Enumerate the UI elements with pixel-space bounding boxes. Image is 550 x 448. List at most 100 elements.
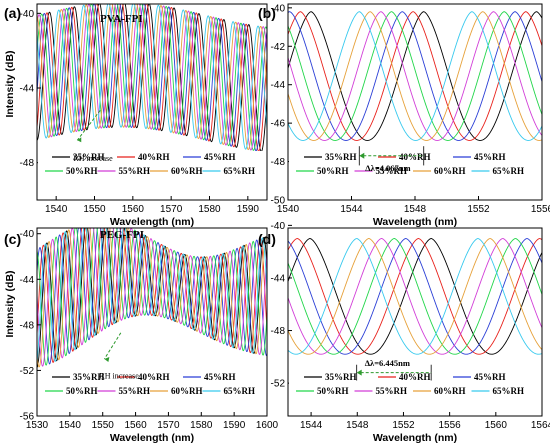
x-tick-label: 1544: [340, 204, 363, 215]
legend-entry-45: 45%RH: [204, 372, 236, 382]
y-tick-label: -40: [271, 3, 286, 14]
x-tick-label: 1560: [122, 204, 145, 215]
y-tick-label: -50: [271, 196, 286, 207]
x-tick-label: 1556: [531, 204, 550, 215]
legend: 35%RH 40%RH 45%RH 50%RH 55%RH 60%RH 65%RH: [38, 151, 266, 181]
y-tick-label: -44: [20, 84, 35, 95]
legend-entry-35: 35%RH: [73, 152, 105, 162]
y-tick-label: -48: [271, 157, 286, 168]
y-tick-label: -42: [271, 42, 286, 53]
legend-entry-50: 50%RH: [317, 166, 349, 176]
panel-title: PEG-FPI: [100, 229, 144, 241]
x-tick-label: 1580: [190, 420, 213, 431]
y-axis-label: Intensity (dB): [4, 50, 16, 117]
x-tick-label: 1590: [237, 204, 260, 215]
x-axis-label: Wavelength (nm): [373, 216, 457, 228]
series-line-60: [288, 238, 542, 355]
x-tick-label: 1540: [277, 204, 300, 215]
x-tick-label: 1590: [223, 420, 246, 431]
x-tick-label: 1570: [157, 420, 180, 431]
x-tick-label: 1556: [439, 420, 462, 431]
legend-entry-50: 50%RH: [66, 166, 98, 176]
annotation-text: RH increase: [99, 371, 139, 380]
panel-label: (b): [258, 5, 276, 21]
panel-label: (c): [4, 231, 21, 247]
y-tick-label: -44: [271, 273, 286, 284]
shift-arrow-head: [359, 152, 365, 159]
x-tick-label: 1540: [45, 204, 68, 215]
x-tick-label: 1570: [160, 204, 183, 215]
legend: 35%RH 40%RH 45%RH 50%RH 55%RH 60%RH 65%RH: [38, 371, 266, 401]
legend-entry-40: 40%RH: [399, 152, 431, 162]
legend-entry-55: 55%RH: [119, 386, 151, 396]
legend-entry-40: 40%RH: [138, 152, 170, 162]
series-line-60: [37, 4, 267, 151]
x-tick-label: 1564: [531, 420, 550, 431]
x-tick-label: 1544: [300, 420, 323, 431]
y-tick-label: -48: [20, 320, 35, 331]
y-tick-label: -40: [20, 229, 35, 240]
x-tick-label: 1600: [256, 420, 279, 431]
y-axis-label: Intensity (dB): [4, 270, 16, 337]
axes-frame: [287, 227, 543, 417]
y-tick-label: -48: [20, 158, 35, 169]
panel-label: (d): [258, 231, 276, 247]
y-tick-label: -52: [20, 366, 35, 377]
annotation-text: RH increase: [73, 154, 113, 163]
legend: 35%RH 40%RH 45%RH 50%RH 55%RH 60%RH 65%RH: [289, 371, 541, 401]
legend-entry-65: 65%RH: [493, 386, 525, 396]
y-tick-label: -40: [20, 9, 35, 20]
legend-entry-55: 55%RH: [119, 166, 151, 176]
y-tick-label: -46: [271, 119, 286, 130]
series-line-60: [37, 228, 267, 368]
legend-background: [289, 371, 541, 401]
legend-entry-60: 60%RH: [434, 386, 466, 396]
series-line-40: [288, 11, 542, 141]
shift-arrow-head: [104, 357, 110, 363]
shift-arrow-head: [77, 137, 82, 143]
axes-frame: [36, 3, 268, 201]
x-tick-label: 1560: [485, 420, 508, 431]
series-line-50: [288, 11, 542, 141]
series-line-65: [37, 4, 267, 150]
x-tick-label: 1580: [198, 204, 221, 215]
series-line-50: [288, 238, 542, 355]
shift-arrow: [76, 110, 101, 141]
y-tick-label: -48: [271, 326, 286, 337]
legend-entry-65: 65%RH: [224, 166, 256, 176]
x-tick-label: 1552: [392, 420, 415, 431]
series-line-65: [288, 11, 542, 141]
shift-arrow: [103, 332, 122, 360]
legend-entry-60: 60%RH: [434, 166, 466, 176]
legend-entry-60: 60%RH: [171, 166, 203, 176]
plot-area: [288, 11, 542, 141]
series-line-55: [288, 11, 542, 141]
legend-entry-60: 60%RH: [171, 386, 203, 396]
x-tick-label: 1548: [346, 420, 369, 431]
panel-c: 1530 1540 1550 1560 1570 1580 1590 1600 -56 -52 -4…: [4, 227, 279, 444]
panel-title: PVA-FPI: [100, 13, 143, 25]
series-line-45: [288, 11, 542, 141]
legend-entry-45: 45%RH: [474, 152, 506, 162]
legend-entry-45: 45%RH: [204, 152, 236, 162]
series-line-45: [37, 228, 267, 365]
legend-entry-50: 50%RH: [66, 386, 98, 396]
series-line-40: [288, 238, 542, 355]
series-line-65: [288, 238, 542, 355]
plot-area: [37, 228, 267, 368]
panel-a: 1540 1550 1560 1570 1580 1590 -48 -44 -40 Wavelen…: [4, 3, 268, 228]
x-tick-label: 1550: [83, 204, 106, 215]
x-tick-label: 1540: [59, 420, 82, 431]
legend-entry-55: 55%RH: [376, 386, 408, 396]
series-line-65: [37, 228, 267, 362]
legend-entry-40: 40%RH: [399, 372, 431, 382]
panel-b: 1540 1544 1548 1552 1556 -50 -48 -46 -44 -42 -40 Wa…: [258, 3, 550, 228]
series-line-50: [37, 228, 267, 366]
legend-entry-65: 65%RH: [493, 166, 525, 176]
legend-background: [38, 371, 266, 401]
x-axis-label: Wavelength (nm): [373, 432, 457, 444]
series-line-55: [288, 238, 542, 355]
series-line-60: [288, 11, 542, 141]
legend-entry-50: 50%RH: [317, 386, 349, 396]
legend-background: [38, 151, 266, 181]
